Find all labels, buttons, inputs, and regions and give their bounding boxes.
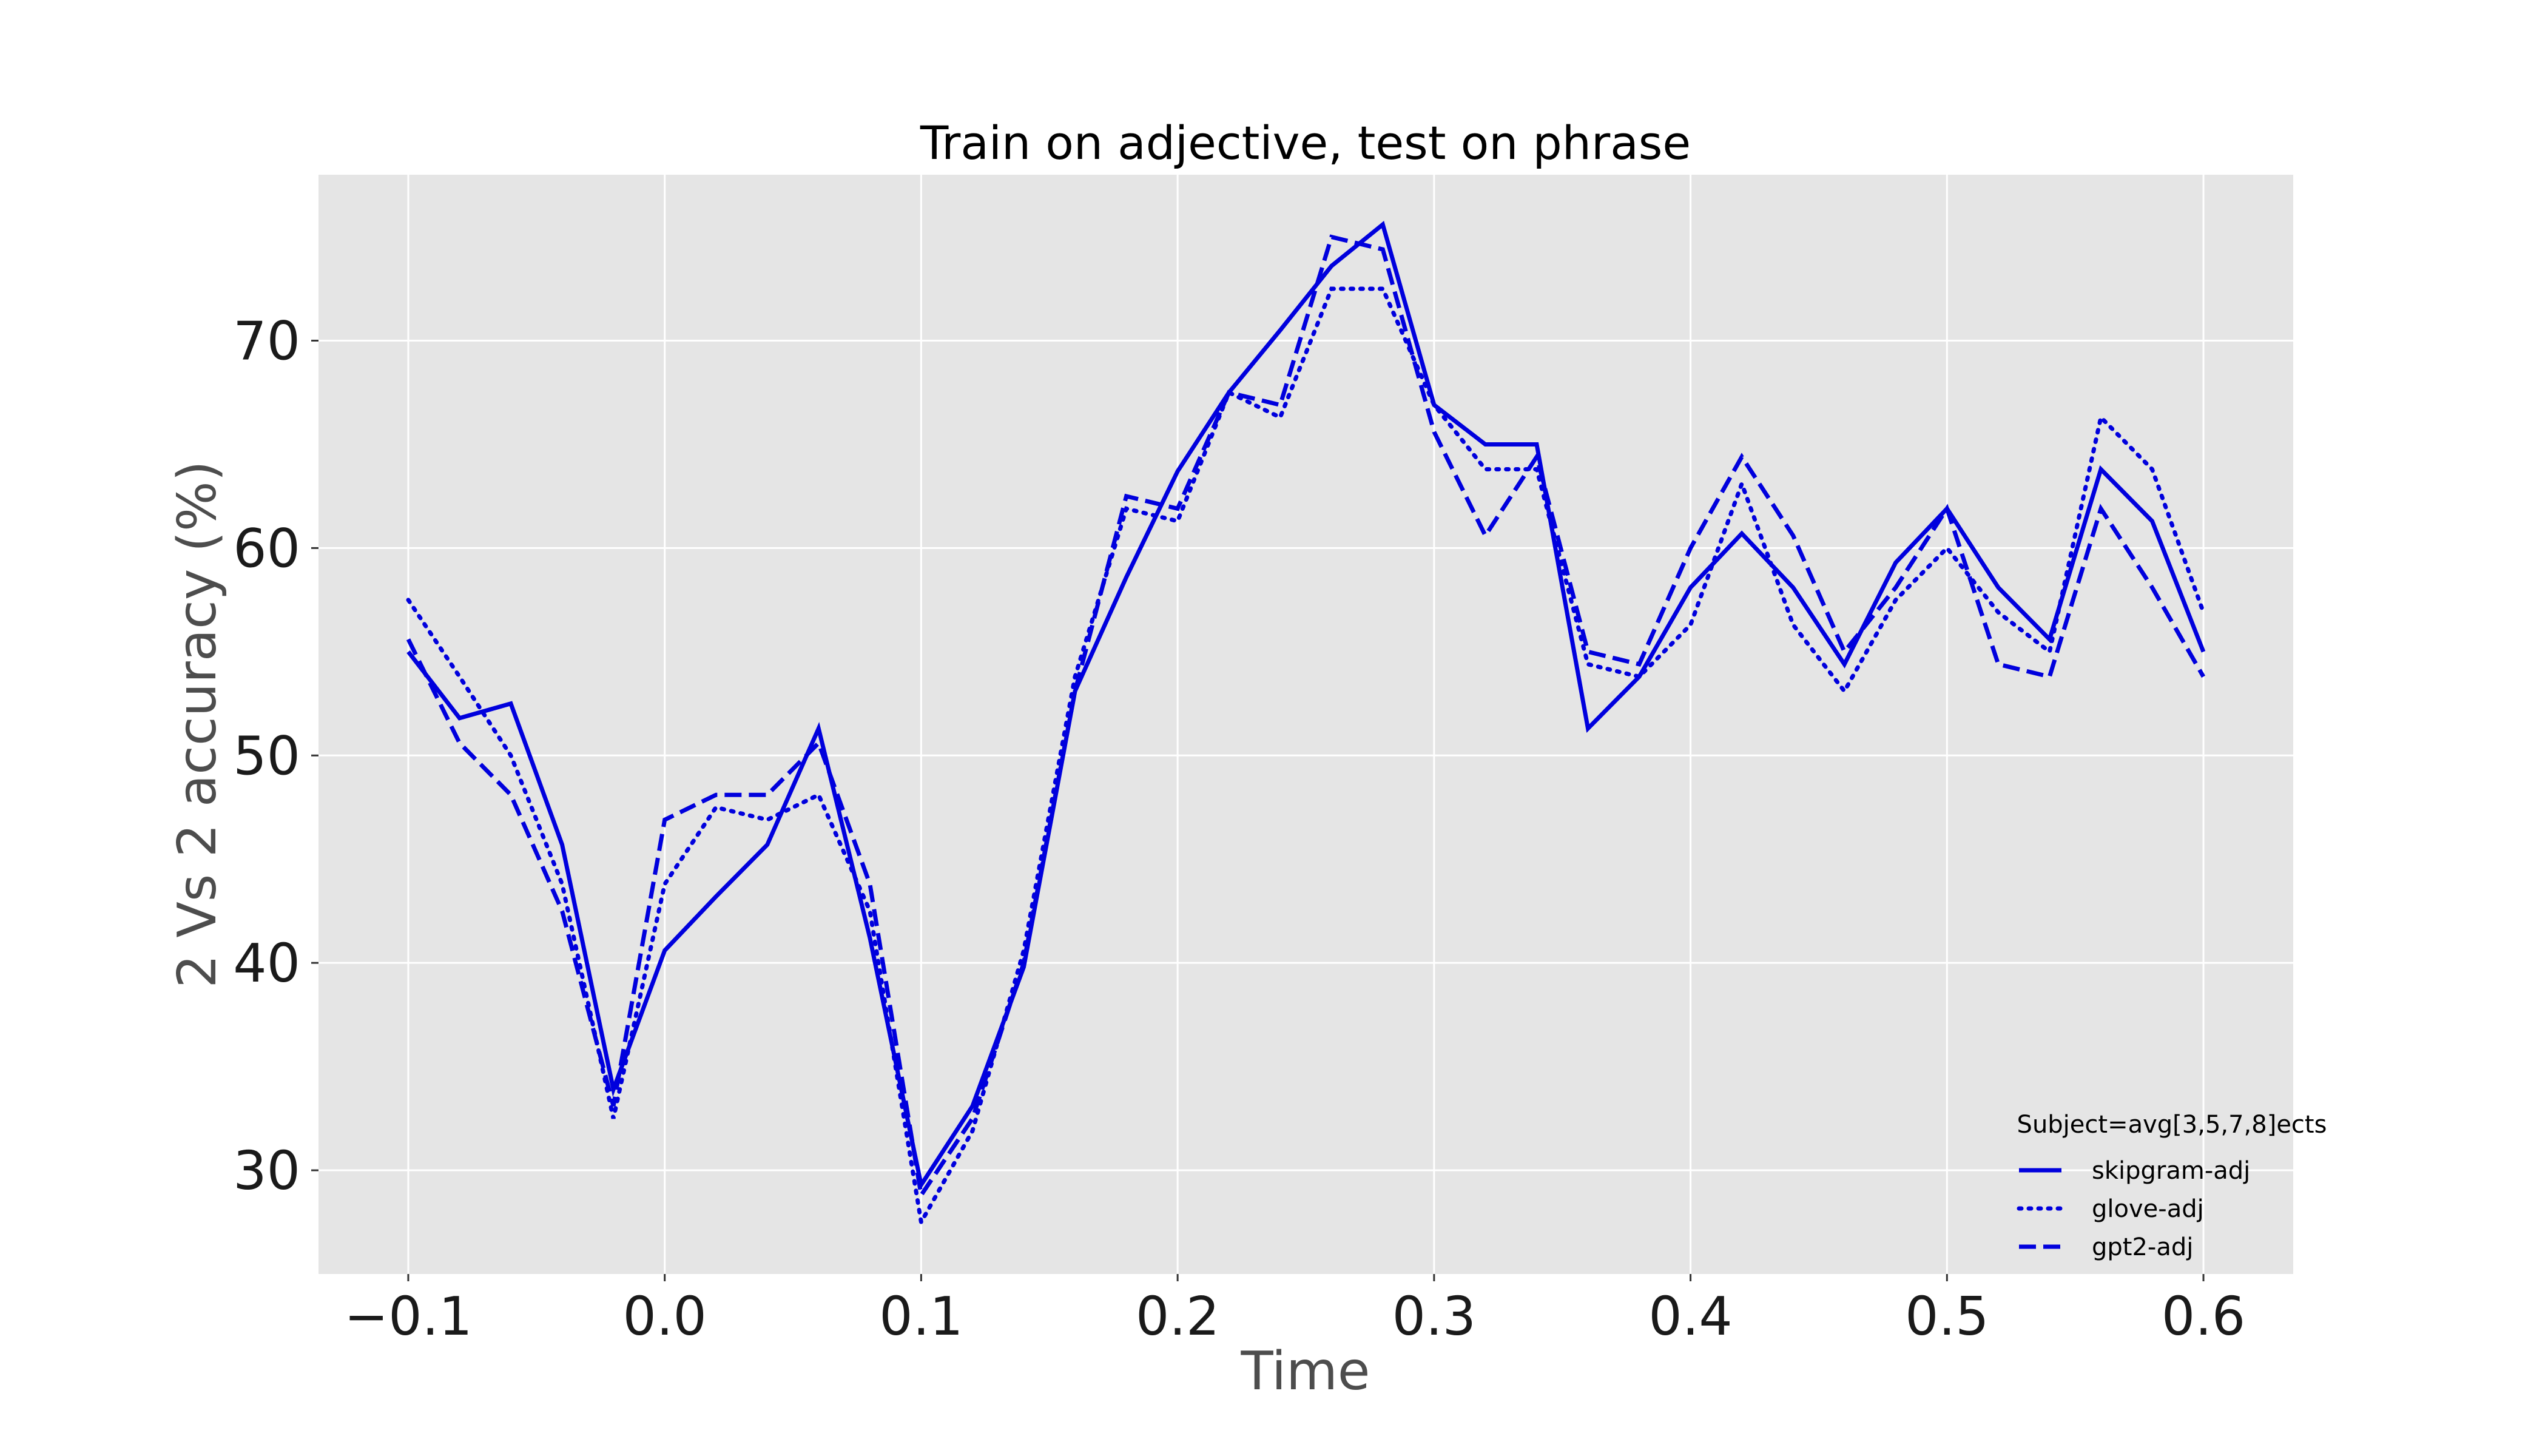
- x-tick-label: 0.0: [623, 1286, 707, 1347]
- x-tick-label: 0.5: [1905, 1286, 1989, 1347]
- series-line-glove-adj: [406, 286, 2206, 1228]
- legend-label: gpt2-adj: [2092, 1233, 2193, 1261]
- x-tick-label: 0.1: [879, 1286, 963, 1347]
- legend-title: Subject=avg[3,5,7,8]ects: [2017, 1111, 2327, 1139]
- y-tick-label: 70: [233, 311, 300, 372]
- x-tick-label: 0.2: [1136, 1286, 1219, 1347]
- x-axis-ticks: −0.1 0.0 0.1 0.2 0.3 0.4 0.5 0.6: [344, 1274, 2245, 1347]
- y-tick-label: 40: [233, 932, 300, 994]
- legend-label: glove-adj: [2092, 1195, 2204, 1223]
- chart-title: Train on adjective, test on phrase: [920, 116, 1691, 170]
- grid-lines: [318, 175, 2293, 1274]
- x-axis-label: Time: [1241, 1340, 1370, 1402]
- series-lines: [406, 221, 2206, 1228]
- y-tick-label: 30: [233, 1140, 300, 1202]
- plot-area: [318, 175, 2293, 1274]
- y-tick-label: 50: [233, 725, 300, 787]
- series-line-skipgram-adj: [406, 221, 2206, 1191]
- x-tick-label: 0.3: [1392, 1286, 1476, 1347]
- series-line-gpt2-adj: [406, 234, 2206, 1201]
- x-tick-label: 0.4: [1648, 1286, 1732, 1347]
- x-tick-label: 0.6: [2162, 1286, 2245, 1347]
- y-axis-label: 2 Vs 2 accuracy (%): [166, 460, 228, 988]
- x-tick-label: −0.1: [344, 1286, 472, 1347]
- y-axis-ticks: 30 40 50 60 70: [233, 311, 318, 1202]
- y-tick-label: 60: [233, 517, 300, 579]
- legend-label: skipgram-adj: [2092, 1157, 2250, 1185]
- legend: Subject=avg[3,5,7,8]ects skipgram-adj glo…: [2017, 1111, 2327, 1261]
